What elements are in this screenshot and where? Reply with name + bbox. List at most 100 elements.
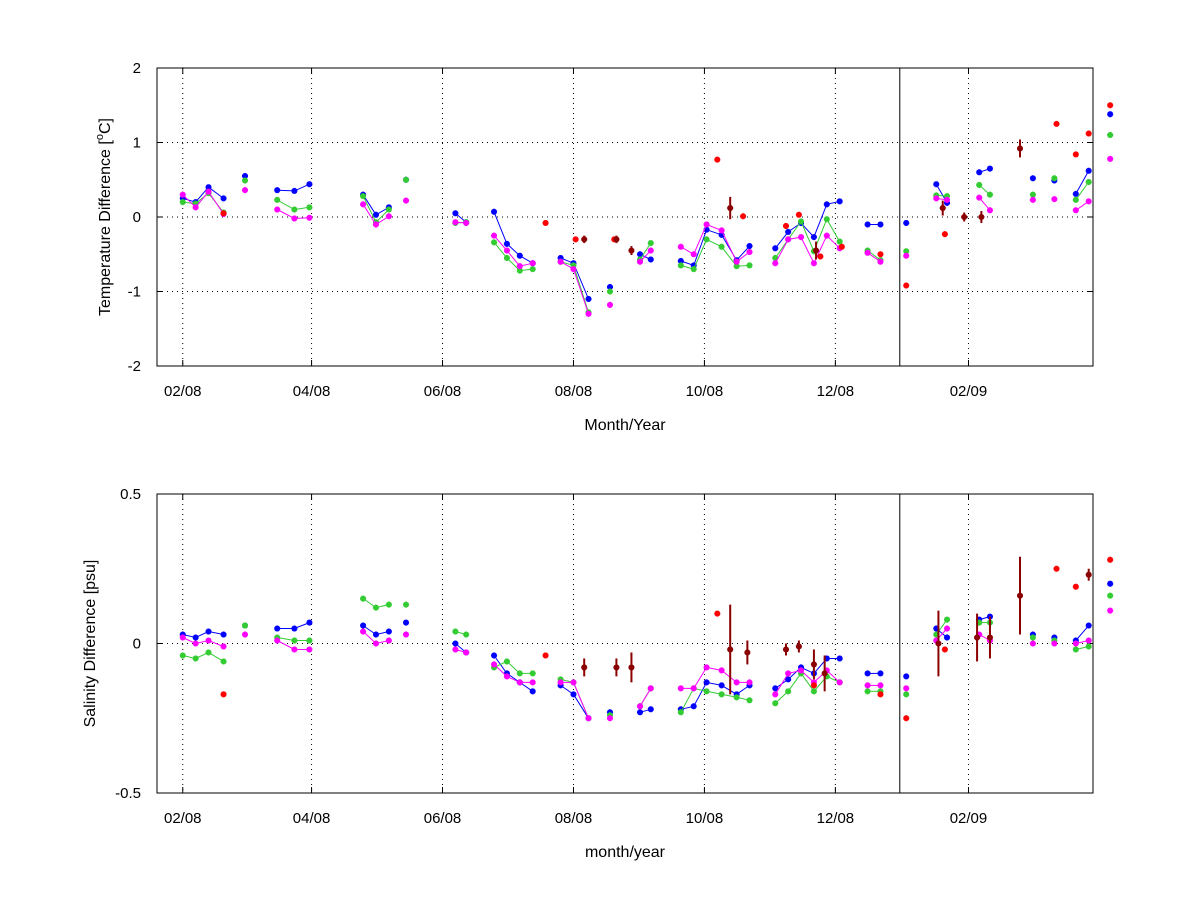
temperature-series-1-point-dot: [180, 200, 185, 204]
salinity-series-0-point-dot: [704, 680, 709, 685]
temperature-series-0-point: [836, 198, 843, 205]
temperature-error-bar-point: [813, 247, 820, 254]
salinity-series-1-point: [205, 649, 212, 656]
temperature-series-2-point-dot: [180, 192, 185, 197]
temperature-series-0-point-dot: [1031, 176, 1035, 181]
salinity-series-1-point-dot: [734, 695, 739, 700]
salinity-series-2-point-dot: [404, 632, 408, 637]
temperature-reference-point-dot: [1074, 152, 1078, 157]
temperature-grid: [157, 68, 1093, 366]
temperature-series-0-point: [785, 228, 792, 235]
temperature-series-2-point-dot: [387, 214, 391, 219]
salinity-series-0-point: [205, 628, 212, 635]
temperature-xtick-label: 08/08: [555, 383, 593, 400]
salinity-series-2-point: [291, 646, 298, 653]
salinity-series-0-point-dot: [206, 629, 211, 634]
salinity-reference-point: [1107, 556, 1114, 563]
salinity-series-2-line: [639, 688, 652, 707]
salinity-series-0-point-dot: [904, 674, 909, 679]
temperature-series-2-point-dot: [193, 205, 198, 210]
temperature-series-1-point: [1029, 191, 1036, 198]
salinity-series-2-point: [516, 679, 523, 686]
salinity-series-1-point-dot: [243, 623, 247, 628]
salinity-series-1-point-dot: [945, 617, 949, 622]
salinity-error-bar-point: [1085, 571, 1092, 578]
temperature-reference-point-dot: [904, 283, 909, 288]
temperature-reference-point-dot: [943, 232, 947, 236]
salinity-series-0-line: [182, 630, 224, 639]
temperature-reference-point: [1107, 102, 1114, 109]
salinity-series-0-point-dot: [387, 629, 391, 634]
salinity-series-1-point-dot: [453, 629, 458, 634]
temperature-xtick-label: 02/09: [950, 383, 988, 400]
temperature-series-2-point: [491, 232, 498, 239]
salinity-series-2-point-dot: [704, 665, 709, 670]
temperature-series-1-point: [606, 288, 613, 295]
temperature-series-2-point-dot: [878, 259, 883, 264]
salinity-series-0-line: [1075, 625, 1090, 641]
temperature-error-bar-point: [581, 236, 588, 243]
temperature-series-0-point-dot: [773, 246, 778, 251]
salinity-series-1-point-dot: [1074, 647, 1078, 652]
salinity-series-1-point-dot: [505, 659, 509, 664]
salinity-series-0-point: [385, 628, 392, 635]
temperature-series-0-point: [1085, 167, 1092, 174]
temperature-series-0-point-dot: [977, 170, 982, 175]
temperature-series-0-point: [703, 226, 710, 233]
temperature-series-2-point-dot: [679, 245, 683, 249]
temperature-series-2-point: [903, 252, 910, 259]
salinity-series-2-point: [733, 679, 740, 686]
salinity-error-bar-point-dot: [629, 665, 634, 670]
salinity-error-bar-point: [581, 664, 588, 671]
temperature-series-2-line: [182, 190, 225, 215]
temperature-series-2-point: [306, 214, 313, 221]
temperature-series-1-point: [360, 193, 367, 200]
salinity-series-0-point-dot: [530, 689, 535, 694]
salinity-series-2-point-dot: [837, 680, 842, 685]
salinity-series-0-point: [647, 706, 654, 713]
salinity-series-2-point-dot: [221, 644, 226, 649]
salinity-series-2-point: [718, 667, 725, 674]
temperature-series-1-point-dot: [1074, 198, 1078, 202]
temperature-series-0-point-dot: [275, 188, 280, 192]
salinity-x-axis-label: month/year: [585, 844, 666, 861]
temperature-series-0-point-dot: [453, 211, 458, 216]
salinity-error-bar-point-dot: [784, 647, 788, 652]
salinity-series-2-point-dot: [492, 662, 496, 667]
salinity-series-2-point: [1072, 640, 1079, 647]
temperature-series-0-point-dot: [648, 257, 653, 262]
temperature-series-2-point-dot: [374, 222, 378, 227]
salinity-series-1-point: [733, 694, 740, 701]
salinity-series-0-point-dot: [648, 707, 653, 712]
salinity-series-0-point: [372, 631, 379, 638]
salinity-error-bar-point: [935, 640, 942, 647]
salinity-series-2-point-dot: [719, 668, 724, 673]
salinity-series-1-point: [385, 601, 392, 608]
temperature-series-2-point: [976, 194, 983, 201]
temperature-series-2-point: [372, 221, 379, 228]
salinity-error-bar-point-dot: [728, 647, 732, 652]
salinity-error-bar-point-dot: [822, 671, 827, 676]
salinity-series-1-point: [220, 658, 227, 665]
salinity-error-bar-point: [727, 646, 734, 653]
temperature-series-0-point: [864, 221, 871, 228]
salinity-series-2-point-dot: [193, 641, 198, 646]
temperature-series-1-point: [746, 262, 753, 269]
salinity-series-0-point: [1107, 580, 1114, 587]
salinity-series-0-point: [785, 676, 792, 683]
salinity-series-2-point: [785, 670, 792, 677]
temperature-series-1-point: [1072, 196, 1079, 203]
salinity-error-bar-point: [628, 664, 635, 671]
salinity-series-2-point-dot: [648, 686, 653, 691]
salinity-series-0-point-dot: [638, 710, 642, 715]
salinity-series-1-point: [516, 670, 523, 677]
temperature-series-1-line: [639, 242, 652, 260]
temperature-series-2-point-dot: [773, 261, 778, 265]
temperature-ytick-label: -2: [128, 358, 141, 375]
salinity-series-2-point-dot: [878, 683, 883, 688]
salinity-series-0-point: [944, 634, 951, 641]
temperature-series-2-point-dot: [977, 195, 982, 200]
temperature-reference-point: [817, 253, 824, 260]
temperature-series-0-point-dot: [988, 166, 992, 171]
